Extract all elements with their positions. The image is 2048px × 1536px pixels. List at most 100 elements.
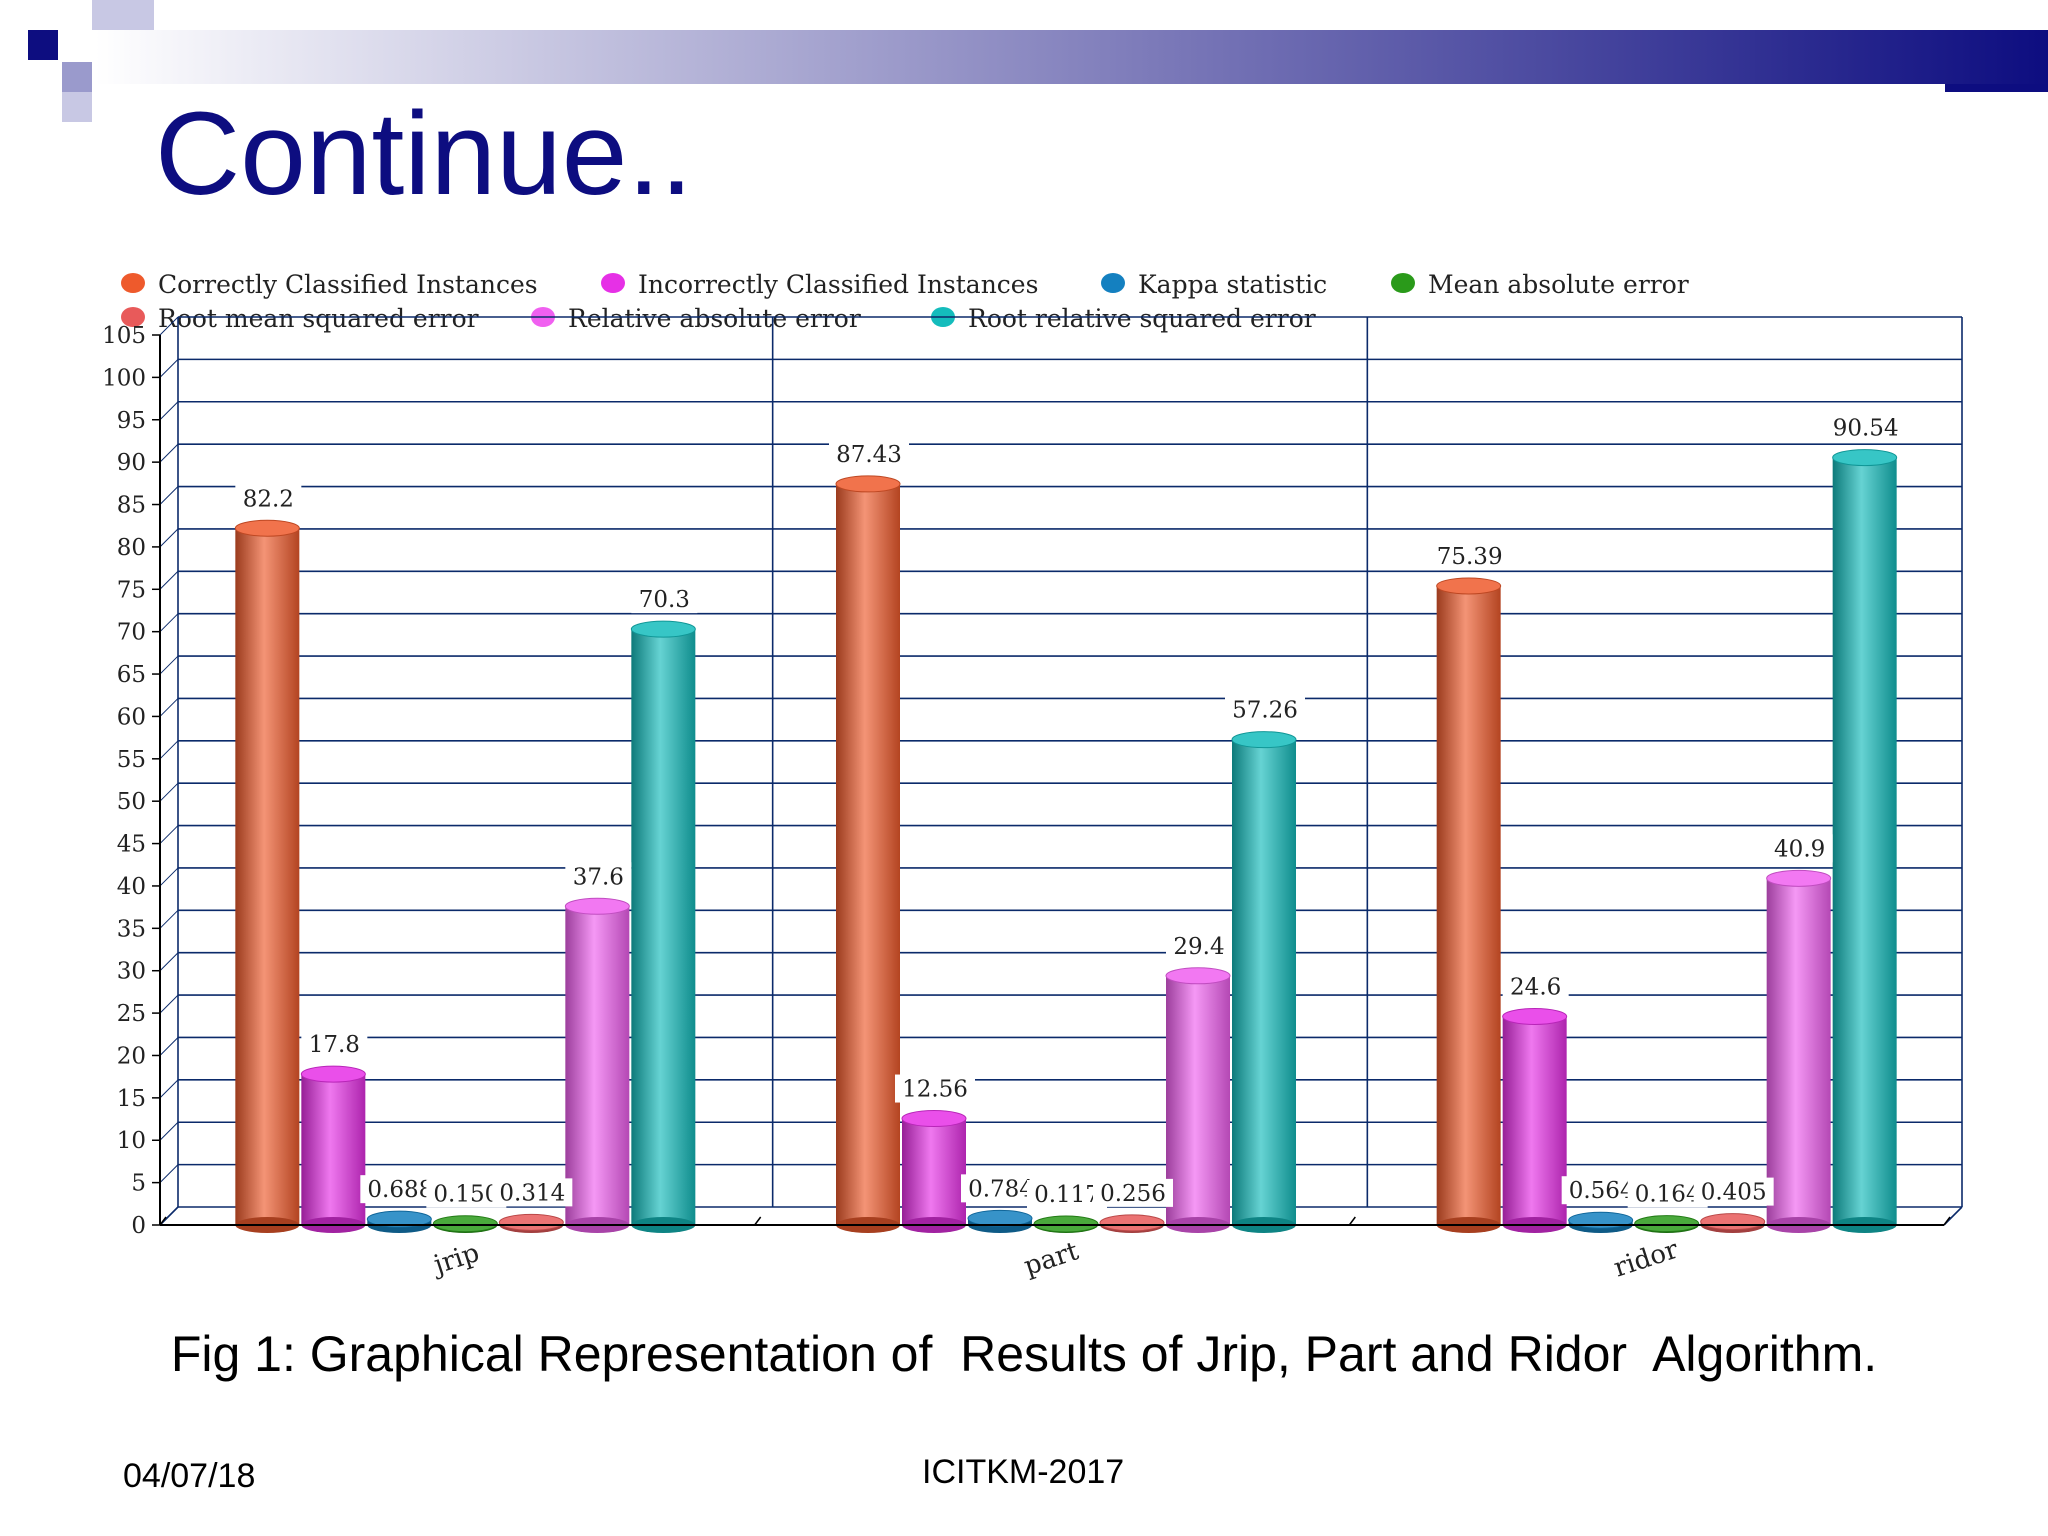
data-label-jrip-4: 0.150 [433, 1182, 499, 1208]
chart-legend: Correctly Classified Instances Incorrectl… [121, 270, 1689, 333]
legend-marker-2 [601, 273, 625, 293]
y-tick-label-55: 55 [117, 747, 146, 773]
data-label-ridor-4: 0.164 [1635, 1182, 1701, 1208]
bar-part-2 [901, 1110, 967, 1233]
chart-grid [159, 316, 1963, 1226]
bar-part-7 [1231, 731, 1297, 1233]
header-dark-tab [1945, 84, 2048, 92]
bar-jrip-5 [498, 1213, 564, 1233]
data-label-jrip-2: 17.8 [309, 1032, 360, 1058]
data-label-part-2: 12.56 [902, 1077, 968, 1103]
legend-marker-1 [121, 273, 145, 293]
y-tick-label-35: 35 [117, 916, 146, 942]
data-label-bg [1766, 834, 1833, 863]
y-tick-label-95: 95 [117, 408, 146, 434]
data-label-bg [1093, 1178, 1173, 1207]
data-label-part-4: 0.117 [1034, 1182, 1100, 1208]
y-tick-label-50: 50 [117, 789, 146, 815]
data-label-bg [235, 484, 302, 513]
y-tick-label-80: 80 [117, 535, 146, 561]
conference-name: ICITKM-2017 [922, 1453, 1125, 1491]
header-square-1 [28, 30, 58, 60]
y-tick-label-15: 15 [117, 1086, 146, 1112]
data-label-ridor-6: 40.9 [1774, 836, 1825, 862]
data-label-bg [1693, 1177, 1774, 1206]
y-tick-label-105: 105 [102, 323, 146, 349]
data-label-part-7: 57.26 [1232, 698, 1298, 724]
header-square-4 [92, 0, 154, 30]
legend-marker-3 [1101, 273, 1125, 293]
data-label-part-6: 29.4 [1173, 934, 1224, 960]
data-label-part-5: 0.256 [1100, 1181, 1166, 1207]
y-tick-label-25: 25 [117, 1001, 146, 1027]
data-label-bg [1429, 541, 1510, 570]
data-label-ridor-1: 75.39 [1437, 544, 1503, 570]
data-label-jrip-5: 0.314 [499, 1180, 565, 1206]
y-tick-label-85: 85 [117, 493, 146, 519]
y-tick-label-100: 100 [102, 365, 146, 391]
y-tick-label-40: 40 [117, 874, 146, 900]
data-label-jrip-3: 0.688 [367, 1177, 433, 1203]
category-label-jrip: jrip [428, 1238, 483, 1282]
y-tick-label-65: 65 [117, 662, 146, 688]
data-label-bg [895, 1074, 975, 1103]
data-label-bg [492, 1178, 573, 1207]
figure-caption: Fig 1: Graphical Representation of Resul… [170, 1326, 1878, 1382]
data-label-jrip-6: 37.6 [573, 864, 624, 890]
data-label-jrip-1: 82.2 [243, 486, 294, 512]
data-label-bg [1225, 695, 1305, 724]
legend-marker-4 [1391, 273, 1415, 293]
legend-label-5: Root mean squared error [158, 304, 479, 333]
data-label-bg [1166, 931, 1232, 960]
header-square-2 [62, 62, 92, 92]
bar-ridor-3 [1568, 1211, 1634, 1233]
chart-data-labels: 82.2 17.8 0.688 0.150 0.314 37.6 70.3 87.43 12.5… [235, 413, 1906, 1209]
slide-title: Continue.. [155, 88, 693, 220]
legend-label-4: Mean absolute error [1428, 270, 1689, 299]
category-label-ridor: ridor [1610, 1235, 1682, 1284]
y-tick-label-70: 70 [117, 620, 146, 646]
bar-jrip-7 [630, 620, 696, 1233]
data-label-ridor-7: 90.54 [1833, 416, 1899, 442]
data-label-bg [829, 439, 909, 468]
bar-jrip-6 [564, 897, 630, 1233]
header-decoration [28, 0, 2048, 122]
data-label-bg [1502, 972, 1569, 1001]
legend-label-1: Correctly Classified Instances [158, 270, 538, 299]
y-tick-label-20: 20 [117, 1043, 146, 1069]
y-tick-label-90: 90 [117, 450, 146, 476]
legend-label-6: Relative absolute error [568, 304, 861, 333]
bar-part-5 [1099, 1214, 1165, 1233]
y-tick-label-0: 0 [131, 1213, 146, 1239]
data-label-bg [565, 862, 632, 891]
category-label-part: part [1021, 1236, 1083, 1282]
bar-jrip-1 [234, 519, 300, 1233]
bar-ridor-5 [1700, 1213, 1766, 1233]
bar-jrip-2 [300, 1065, 366, 1233]
data-label-part-1: 87.43 [836, 442, 902, 468]
legend-label-7: Root relative squared error [968, 304, 1316, 333]
slide-date: 04/07/18 [123, 1457, 256, 1495]
bar-chart: Correctly Classified Instances Incorrectl… [102, 270, 1963, 1284]
bar-part-3 [967, 1209, 1033, 1233]
data-label-ridor-2: 24.6 [1510, 974, 1561, 1000]
legend-label-2: Incorrectly Classified Instances [638, 270, 1038, 299]
bar-jrip-3 [366, 1210, 432, 1233]
header-square-3 [62, 92, 92, 122]
y-tick-label-75: 75 [117, 577, 146, 603]
y-tick-label-10: 10 [117, 1128, 146, 1154]
data-label-bg [631, 585, 698, 614]
legend-marker-5 [121, 307, 145, 327]
bar-ridor-1 [1436, 577, 1502, 1233]
data-label-part-3: 0.784 [968, 1176, 1034, 1202]
data-label-bg [1825, 413, 1906, 442]
y-tick-label-5: 5 [131, 1171, 146, 1197]
y-tick-label-30: 30 [117, 959, 146, 985]
data-label-ridor-5: 0.405 [1701, 1180, 1767, 1206]
y-tick-label-60: 60 [117, 704, 146, 730]
data-label-ridor-3: 0.564 [1569, 1178, 1635, 1204]
bar-ridor-7 [1832, 449, 1898, 1233]
data-label-bg [301, 1030, 368, 1059]
chart-bars [234, 449, 1898, 1233]
chart-axes: 0 5 10 15 20 25 30 35 40 45 50 55 60 65 70 75 80 85 90 95 10… [102, 323, 1951, 1284]
